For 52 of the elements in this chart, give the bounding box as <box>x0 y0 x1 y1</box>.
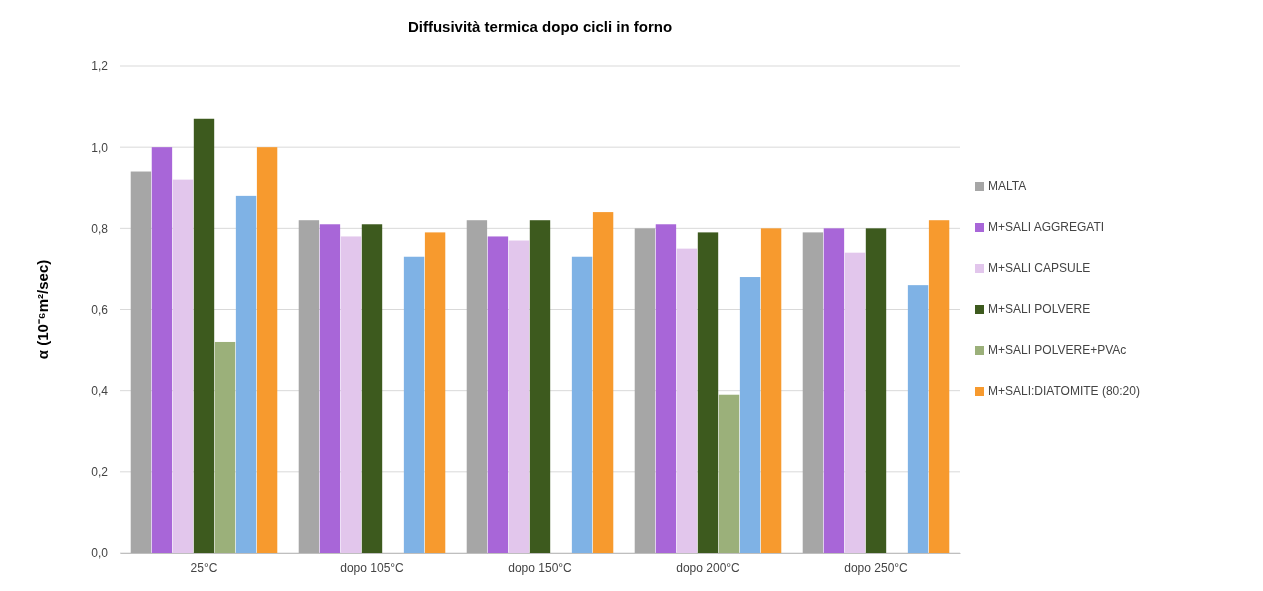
bar <box>676 248 698 553</box>
y-axis-title: α (10⁻⁶m²/sec) <box>34 259 51 360</box>
bar <box>634 228 656 553</box>
y-tick-label: 0,2 <box>91 465 109 480</box>
bar <box>214 341 236 553</box>
bar <box>403 256 425 553</box>
legend-label: M+SALI AGGREGATI <box>988 220 1105 234</box>
bar <box>130 171 152 553</box>
legend-label: M+SALI POLVERE+PVAc <box>988 343 1127 357</box>
y-tick-label: 0,8 <box>91 221 109 236</box>
bar <box>151 147 173 553</box>
legend-label: M+SALI POLVERE <box>988 302 1091 316</box>
bar <box>571 256 593 553</box>
bar <box>592 212 614 553</box>
legend-label: MALTA <box>988 179 1027 193</box>
bar <box>424 232 446 553</box>
bar <box>655 224 677 553</box>
x-tick-label: dopo 200°C <box>676 560 741 575</box>
y-tick-label: 1,0 <box>91 140 109 155</box>
y-tick-label: 1,2 <box>91 59 109 74</box>
bar <box>256 147 278 553</box>
x-tick-label: dopo 105°C <box>340 560 405 575</box>
y-tick-label: 0,6 <box>91 302 109 317</box>
x-tick-label: dopo 250°C <box>844 560 909 575</box>
bar <box>487 236 509 553</box>
y-tick-label: 0,0 <box>91 546 109 561</box>
bar <box>697 232 719 553</box>
bar <box>865 228 887 553</box>
bar <box>907 285 929 553</box>
bar <box>802 232 824 553</box>
bar <box>235 195 257 553</box>
y-tick-label: 0,4 <box>91 384 109 399</box>
bar <box>928 220 950 553</box>
bar <box>340 236 362 553</box>
x-tick-label: 25°C <box>190 560 218 575</box>
bar <box>298 220 320 553</box>
bar <box>823 228 845 553</box>
bar <box>508 240 530 553</box>
bar <box>193 118 215 553</box>
chart-title: Diffusività termica dopo cicli in forno <box>407 18 673 35</box>
bar <box>172 179 194 553</box>
bar <box>760 228 782 553</box>
bar <box>844 252 866 553</box>
legend-label: M+SALI:DIATOMITE (80:20) <box>988 384 1140 398</box>
bar <box>739 277 761 553</box>
x-tick-label: dopo 150°C <box>508 560 573 575</box>
bar <box>718 394 740 553</box>
bar <box>529 220 551 553</box>
bar <box>466 220 488 553</box>
bar <box>319 224 341 553</box>
bar <box>361 224 383 553</box>
legend-label: M+SALI CAPSULE <box>988 261 1091 275</box>
